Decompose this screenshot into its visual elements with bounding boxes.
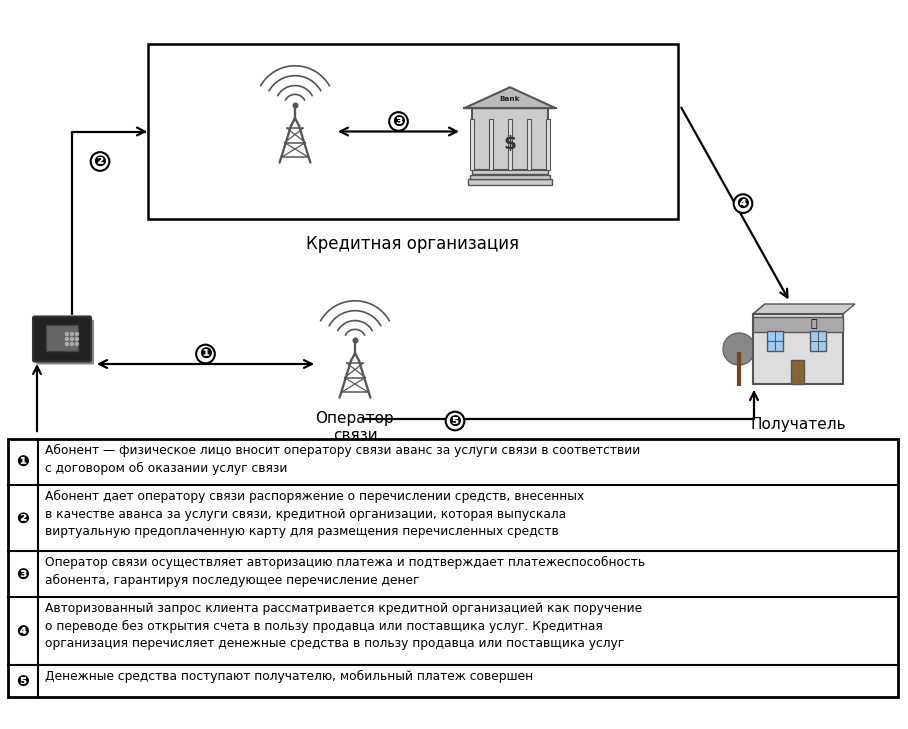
Text: 👕: 👕 [811, 319, 817, 329]
Circle shape [65, 332, 68, 335]
Text: $: $ [504, 135, 517, 153]
FancyBboxPatch shape [33, 316, 91, 362]
Text: ❺: ❺ [449, 413, 461, 429]
Text: ❷: ❷ [94, 154, 106, 169]
Bar [527, 120, 531, 170]
Circle shape [65, 338, 68, 340]
Bar [791, 360, 804, 384]
Text: ❷: ❷ [16, 510, 29, 526]
Circle shape [71, 343, 74, 346]
Bar [469, 120, 474, 170]
Text: Авторизованный запрос клиента рассматривается кредитной организацией как поручен: Авторизованный запрос клиента рассматрив… [45, 602, 642, 650]
Bar [472, 108, 548, 170]
Circle shape [723, 333, 755, 365]
Bar [766, 331, 783, 351]
Bar [489, 120, 493, 170]
Circle shape [75, 343, 78, 346]
Text: Денежные средства поступают получателю, мобильный платеж совершен: Денежные средства поступают получателю, … [45, 670, 533, 683]
Bar [470, 175, 550, 179]
Text: Абонент дает оператору связи распоряжение о перечислении средств, внесенных
в ка: Абонент дает оператору связи распоряжени… [45, 490, 584, 538]
Text: ❺: ❺ [16, 674, 29, 688]
Circle shape [65, 343, 68, 346]
Bar [8, 439, 898, 697]
Text: Кредитная организация: Кредитная организация [307, 235, 519, 253]
Circle shape [71, 338, 74, 340]
Text: ❸: ❸ [392, 114, 405, 129]
Bar [810, 331, 825, 351]
Text: ❶: ❶ [199, 346, 212, 362]
Text: Bank: Bank [499, 95, 520, 101]
Bar [508, 120, 512, 170]
Bar [753, 314, 843, 384]
Bar [472, 169, 548, 174]
Bar [753, 317, 843, 332]
Text: ❶: ❶ [16, 454, 29, 469]
Bar [546, 120, 550, 170]
Bar [469, 179, 552, 185]
Text: Оператор связи осуществляет авторизацию платежа и подтверждает платежеспособност: Оператор связи осуществляет авторизацию … [45, 556, 645, 587]
Circle shape [75, 338, 78, 340]
Polygon shape [753, 304, 765, 384]
Text: ❸: ❸ [16, 566, 29, 582]
FancyBboxPatch shape [36, 319, 94, 364]
Text: Абонент — физическое лицо вносит оператору связи аванс за услуги связи в соответ: Абонент — физическое лицо вносит операто… [45, 444, 640, 475]
Polygon shape [464, 87, 556, 108]
Circle shape [71, 332, 74, 335]
Text: ❹: ❹ [736, 196, 749, 211]
Circle shape [75, 332, 78, 335]
Bar [148, 44, 678, 219]
Text: Получатель: Получатель [750, 417, 846, 432]
Text: Оператор
связи: Оператор связи [316, 411, 394, 443]
Text: ❹: ❹ [16, 623, 29, 639]
Polygon shape [753, 304, 855, 314]
Bar [46, 325, 78, 351]
